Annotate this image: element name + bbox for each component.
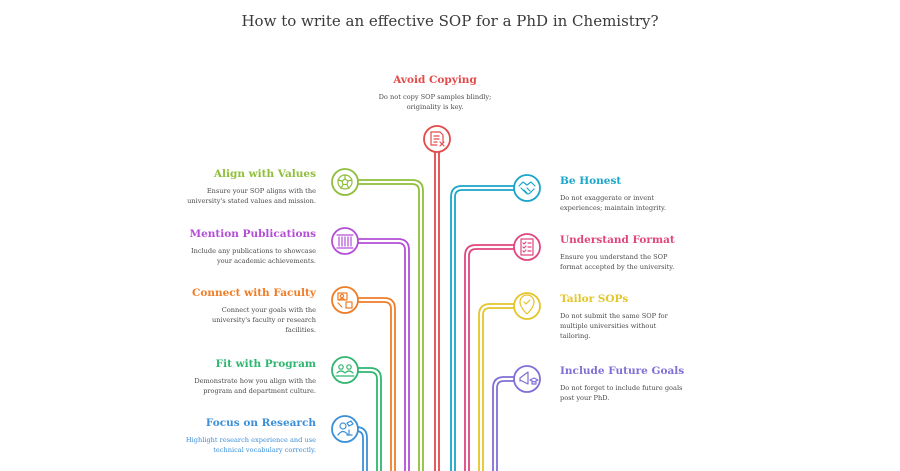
library-books-icon [331,227,359,255]
checklist-icon [513,233,541,261]
heading-focus-research: Focus on Research [205,417,316,429]
researcher-microscope-icon [331,415,359,443]
desc-connect-faculty: Connect your goals with the university's… [211,306,316,334]
item-connect-faculty: Connect with Faculty Connect your goals … [140,287,316,335]
desc-avoid-copying: Do not copy SOP samples blindly; origina… [378,93,492,111]
desc-understand-format: Ensure you understand the SOP format acc… [560,253,675,271]
desc-mention-publications: Include any publications to showcase you… [191,247,316,265]
desc-focus-research: Highlight research experience and use te… [185,436,316,454]
item-avoid-copying: Avoid Copying Do not copy SOP samples bl… [345,74,525,112]
people-group-icon [331,356,359,384]
item-focus-research: Focus on Research Highlight research exp… [140,417,316,455]
item-mention-publications: Mention Publications Include any publica… [140,228,316,266]
handshake-icon [513,174,541,202]
heading-fit-program: Fit with Program [215,358,316,370]
desc-tailor-sops: Do not submit the same SOP for multiple … [560,312,668,340]
desc-align-values: Ensure your SOP aligns with the universi… [187,187,316,205]
connector-connect-faculty [357,297,396,471]
item-future-goals: Include Future Goals Do not forget to in… [560,365,730,403]
item-understand-format: Understand Format Ensure you understand … [560,234,730,272]
heading-align-values: Align with Values [213,168,316,180]
heading-tailor-sops: Tailor SOPs [560,293,629,305]
heading-be-honest: Be Honest [560,175,622,187]
desc-be-honest: Do not exaggerate or invent experiences;… [560,194,667,212]
item-be-honest: Be Honest Do not exaggerate or invent ex… [560,175,730,213]
location-pin-icon [513,292,541,320]
connector-fit-program [357,367,382,471]
heading-mention-publications: Mention Publications [189,228,316,240]
presentation-faculty-icon [331,286,359,314]
page-title: How to write an effective SOP for a PhD … [241,12,659,30]
item-fit-program: Fit with Program Demonstrate how you ali… [140,358,316,396]
connector-avoid-copying [434,151,440,471]
document-x-icon [423,125,451,153]
connector-understand-format [464,244,515,471]
heading-avoid-copying: Avoid Copying [393,74,477,86]
connector-mention-publications [357,238,410,471]
heading-future-goals: Include Future Goals [560,365,685,377]
connector-be-honest [450,185,515,471]
connector-future-goals [492,376,515,471]
soccer-ball-icon [331,168,359,196]
item-align-values: Align with Values Ensure your SOP aligns… [140,168,316,206]
desc-fit-program: Demonstrate how you align with the progr… [194,377,316,395]
heading-connect-faculty: Connect with Faculty [191,287,316,299]
connector-align-values [357,179,424,471]
item-tailor-sops: Tailor SOPs Do not submit the same SOP f… [560,293,730,341]
megaphone-graduation-icon [513,365,541,393]
desc-future-goals: Do not forget to include future goals po… [560,384,683,402]
heading-understand-format: Understand Format [560,234,675,246]
connector-tailor-sops [478,303,515,471]
